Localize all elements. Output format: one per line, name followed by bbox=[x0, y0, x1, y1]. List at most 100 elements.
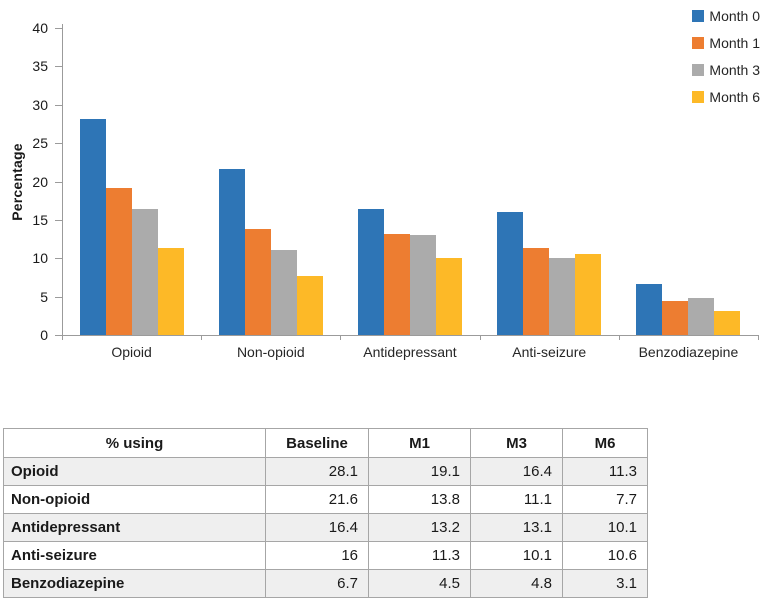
y-tick-mark bbox=[55, 28, 62, 29]
y-tick-mark bbox=[55, 297, 62, 298]
y-tick-mark bbox=[55, 258, 62, 259]
chart-legend: Month 0 Month 1 Month 3 Month 6 bbox=[692, 2, 761, 110]
bars-non-opioid bbox=[201, 28, 340, 335]
legend-swatch-icon bbox=[692, 63, 705, 76]
x-tick-mark bbox=[340, 336, 341, 340]
legend-item-month-3: Month 3 bbox=[692, 56, 761, 83]
legend-swatch-icon bbox=[692, 90, 705, 103]
bar-month-3-opioid bbox=[131, 209, 158, 335]
bar-month-6-antidepressant bbox=[436, 257, 462, 335]
bar-month-3-benzodiazepine bbox=[688, 298, 715, 335]
x-tick-mark bbox=[619, 336, 620, 340]
bar-month-1-non-opioid bbox=[244, 229, 271, 335]
table-header-cell-baseline: Baseline bbox=[265, 428, 369, 458]
plot-area bbox=[62, 28, 758, 335]
bar-month-0-anti-seizure bbox=[497, 212, 524, 335]
table-value-cell: 16 bbox=[265, 541, 369, 570]
bar-month-1-anti-seizure bbox=[523, 248, 550, 335]
legend-label: Month 1 bbox=[709, 34, 760, 51]
row-label: Benzodiazepine bbox=[3, 569, 266, 598]
bar-month-6-non-opioid bbox=[296, 275, 323, 335]
table-value-cell: 13.1 bbox=[470, 513, 563, 542]
y-tick-label-40: 40 bbox=[32, 20, 48, 36]
table-row-opioid: Opioid 28.1 19.1 16.4 11.3 bbox=[3, 457, 648, 486]
table-value-cell: 11.3 bbox=[562, 457, 648, 486]
table-value-cell: 11.3 bbox=[368, 541, 471, 570]
legend-item-month-6: Month 6 bbox=[692, 83, 761, 110]
legend-label: Month 0 bbox=[709, 7, 760, 24]
table-value-cell: 10.6 bbox=[562, 541, 648, 570]
x-label-benzodiazepine: Benzodiazepine bbox=[638, 344, 739, 360]
table-value-cell: 16.4 bbox=[470, 457, 563, 486]
table-row-benzodiazepine: Benzodiazepine 6.7 4.5 4.8 3.1 bbox=[3, 569, 648, 598]
row-label: Non-opioid bbox=[3, 485, 266, 514]
bar-month-1-opioid bbox=[105, 188, 132, 335]
y-tick-mark bbox=[55, 335, 62, 336]
bar-group-non-opioid bbox=[201, 28, 340, 335]
bar-month-3-anti-seizure bbox=[549, 257, 576, 335]
x-tick-mark bbox=[480, 336, 481, 340]
table-value-cell: 10.1 bbox=[470, 541, 563, 570]
x-tick-mark bbox=[62, 336, 63, 340]
table-row-non-opioid: Non-opioid 21.6 13.8 11.1 7.7 bbox=[3, 485, 648, 514]
table-value-cell: 11.1 bbox=[470, 485, 563, 514]
bar-group-antidepressant bbox=[340, 28, 479, 335]
bar-month-3-antidepressant bbox=[410, 234, 436, 335]
table-header-cell-m3: M3 bbox=[470, 428, 563, 458]
table-value-cell: 6.7 bbox=[265, 569, 369, 598]
bars-benzodiazepine bbox=[619, 28, 758, 335]
table-value-cell: 4.8 bbox=[470, 569, 563, 598]
table-value-cell: 10.1 bbox=[562, 513, 648, 542]
x-label-antidepressant: Antidepressant bbox=[363, 344, 457, 360]
y-tick-mark bbox=[55, 66, 62, 67]
table-header-cell-m6: M6 bbox=[562, 428, 648, 458]
bar-month-6-benzodiazepine bbox=[714, 311, 741, 335]
y-tick-mark bbox=[55, 105, 62, 106]
bar-group-benzodiazepine bbox=[619, 28, 758, 335]
bar-group-anti-seizure bbox=[480, 28, 619, 335]
table-value-cell: 4.5 bbox=[368, 569, 471, 598]
bar-month-0-non-opioid bbox=[218, 169, 245, 335]
bars-antidepressant bbox=[340, 28, 479, 335]
y-tick-mark bbox=[55, 220, 62, 221]
y-tick-mark bbox=[55, 143, 62, 144]
y-tick-label-5: 5 bbox=[40, 288, 48, 305]
x-tick-mark bbox=[201, 336, 202, 340]
bar-month-0-opioid bbox=[79, 119, 106, 335]
table-row-anti-seizure: Anti-seizure 16 11.3 10.1 10.6 bbox=[3, 541, 648, 570]
bar-month-1-antidepressant bbox=[384, 233, 410, 335]
row-label: Anti-seizure bbox=[3, 541, 266, 570]
table-header-cell-m1: M1 bbox=[368, 428, 471, 458]
row-label: Antidepressant bbox=[3, 513, 266, 542]
row-label: Opioid bbox=[3, 457, 266, 486]
legend-item-month-1: Month 1 bbox=[692, 29, 761, 56]
percent-using-table: % using Baseline M1 M3 M6 Opioid 28.1 19.1 16.4… bbox=[3, 428, 648, 598]
y-tick-label-15: 15 bbox=[32, 211, 48, 228]
table-header-cell--using: % using bbox=[3, 428, 266, 458]
bar-month-6-opioid bbox=[157, 248, 184, 335]
table-header: % using Baseline M1 M3 M6 bbox=[3, 428, 648, 458]
y-tick-label-35: 35 bbox=[32, 58, 48, 75]
bars-opioid bbox=[62, 28, 201, 335]
x-label-opioid: Opioid bbox=[111, 344, 152, 360]
y-tick-label-25: 25 bbox=[32, 135, 48, 152]
x-axis-line bbox=[62, 335, 759, 336]
y-tick-mark bbox=[55, 182, 62, 183]
medication-use-bar-chart: Percentage 0 5 10 15 20 25 30 35 40 Opioid Non-op… bbox=[9, 2, 761, 361]
y-tick-label-30: 30 bbox=[32, 96, 48, 113]
table-value-cell: 13.8 bbox=[368, 485, 471, 514]
table-value-cell: 28.1 bbox=[265, 457, 369, 486]
legend-swatch-icon bbox=[692, 9, 705, 22]
y-tick-label-0: 0 bbox=[40, 327, 48, 343]
table-value-cell: 3.1 bbox=[562, 569, 648, 598]
table-row-antidepressant: Antidepressant 16.4 13.2 13.1 10.1 bbox=[3, 513, 648, 542]
table-value-cell: 21.6 bbox=[265, 485, 369, 514]
y-axis-line bbox=[62, 24, 63, 335]
legend-label: Month 6 bbox=[709, 88, 760, 105]
x-label-anti-seizure: Anti-seizure bbox=[512, 344, 587, 360]
bar-group-opioid bbox=[62, 28, 201, 335]
table-value-cell: 16.4 bbox=[265, 513, 369, 542]
x-axis-category-labels: Opioid Non-opioid Antidepressant Anti-seizu… bbox=[62, 344, 758, 360]
x-tick-mark bbox=[758, 336, 759, 340]
legend-swatch-icon bbox=[692, 36, 705, 49]
